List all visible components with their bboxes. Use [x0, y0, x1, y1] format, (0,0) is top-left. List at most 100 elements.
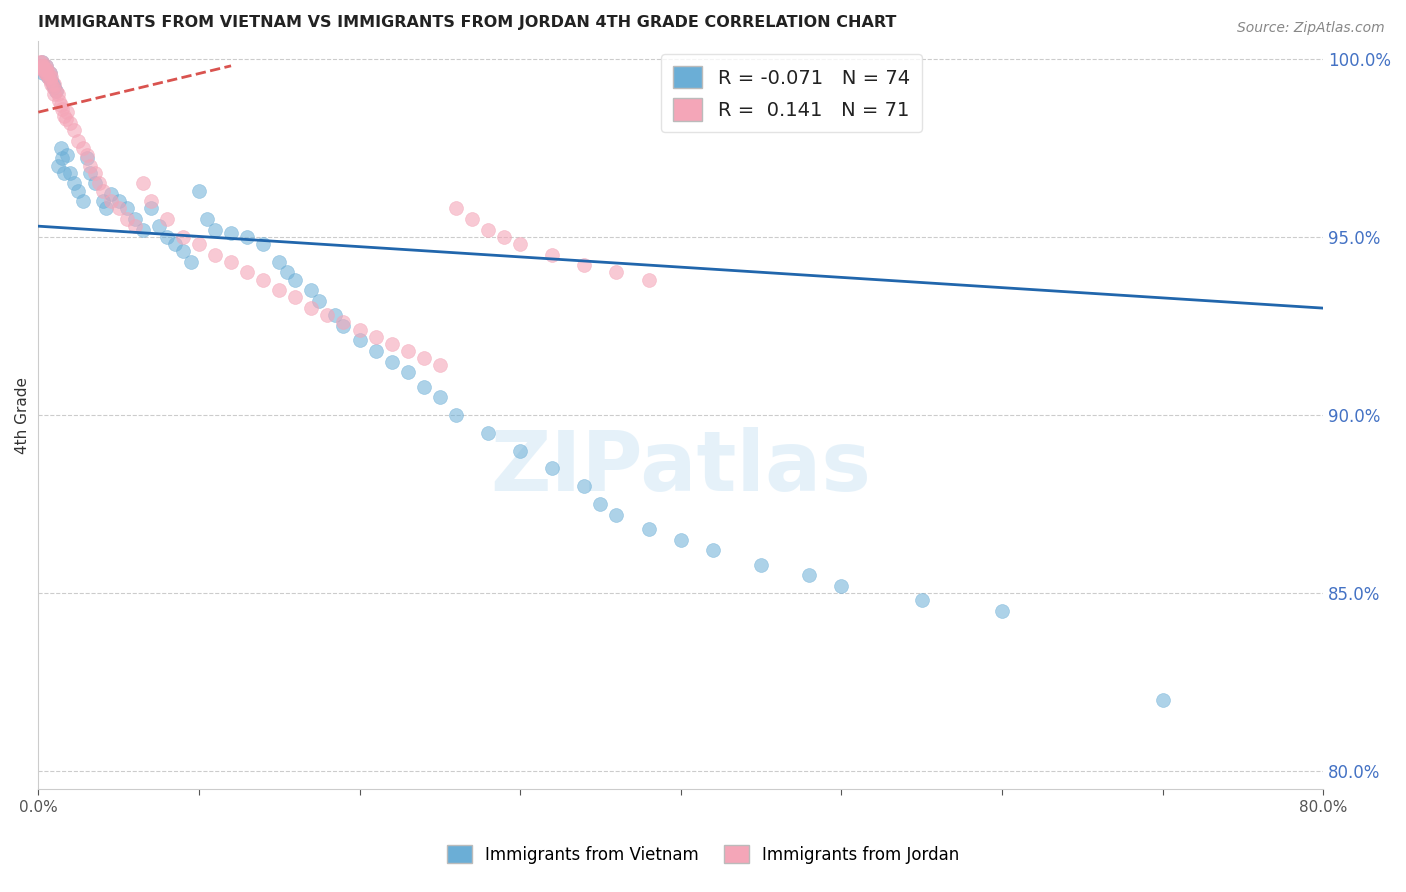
Point [42, 80, 65, 95]
Point [100, 187, 122, 202]
Point [34, 66, 56, 80]
Point [396, 365, 419, 379]
Point [32, 59, 55, 73]
Point [325, 308, 347, 322]
Point [107, 202, 129, 216]
Point [396, 343, 419, 358]
Point [51, 152, 73, 166]
Point [124, 212, 146, 227]
Point [991, 604, 1014, 618]
Point [180, 255, 202, 269]
Point [574, 258, 596, 272]
Point [62, 177, 84, 191]
Point [509, 237, 531, 252]
Point [316, 308, 339, 322]
Point [429, 358, 451, 372]
Point [284, 290, 307, 304]
Point [541, 248, 564, 262]
Point [276, 265, 298, 279]
Point [59, 116, 82, 130]
Text: Source: ZipAtlas.com: Source: ZipAtlas.com [1237, 21, 1385, 35]
Point [172, 244, 194, 259]
Point [76, 152, 98, 166]
Point [31, 55, 53, 70]
Point [44, 80, 66, 95]
Point [67, 184, 90, 198]
Point [284, 272, 307, 286]
Point [132, 177, 155, 191]
Point [605, 508, 627, 522]
Point [412, 351, 434, 365]
Point [49, 98, 72, 112]
Point [269, 255, 291, 269]
Point [252, 237, 274, 252]
Point [44, 77, 66, 91]
Point [39, 77, 62, 91]
Point [509, 443, 531, 458]
Point [53, 109, 76, 123]
Point [461, 212, 484, 227]
Point [477, 425, 499, 440]
Point [83, 177, 105, 191]
Point [412, 379, 434, 393]
Point [56, 105, 79, 120]
Point [219, 255, 242, 269]
Point [107, 194, 129, 209]
Point [42, 77, 65, 91]
Point [38, 66, 60, 80]
Point [381, 336, 404, 351]
Point [28, 55, 51, 70]
Point [139, 202, 162, 216]
Point [236, 230, 259, 244]
Point [72, 194, 94, 209]
Point [44, 87, 66, 102]
Point [204, 248, 226, 262]
Point [163, 237, 186, 252]
Point [49, 141, 72, 155]
Point [32, 59, 55, 73]
Point [702, 543, 724, 558]
Point [1152, 693, 1174, 707]
Point [299, 301, 322, 315]
Point [39, 70, 62, 84]
Point [35, 66, 58, 80]
Point [45, 84, 67, 98]
Y-axis label: 4th Grade: 4th Grade [15, 376, 30, 453]
Point [62, 123, 84, 137]
Point [541, 461, 564, 475]
Point [55, 112, 77, 127]
Point [59, 166, 82, 180]
Point [79, 166, 101, 180]
Point [35, 59, 58, 73]
Point [56, 148, 79, 162]
Point [637, 272, 659, 286]
Point [252, 272, 274, 286]
Point [299, 283, 322, 297]
Point [37, 66, 59, 80]
Point [589, 497, 612, 511]
Point [444, 408, 467, 422]
Text: IMMIGRANTS FROM VIETNAM VS IMMIGRANTS FROM JORDAN 4TH GRADE CORRELATION CHART: IMMIGRANTS FROM VIETNAM VS IMMIGRANTS FR… [38, 15, 897, 30]
Point [76, 148, 98, 162]
Point [31, 55, 53, 70]
Point [89, 177, 111, 191]
Point [45, 84, 67, 98]
Point [444, 202, 467, 216]
Point [269, 283, 291, 297]
Point [236, 265, 259, 279]
Point [605, 265, 627, 279]
Point [204, 223, 226, 237]
Point [148, 219, 170, 234]
Point [349, 322, 371, 336]
Point [195, 212, 218, 227]
Point [332, 315, 354, 329]
Point [35, 62, 58, 77]
Point [349, 333, 371, 347]
Point [83, 166, 105, 180]
Point [364, 343, 387, 358]
Point [31, 59, 53, 73]
Point [637, 522, 659, 536]
Point [31, 62, 53, 77]
Legend: R = -0.071   N = 74, R =  0.141   N = 71: R = -0.071 N = 74, R = 0.141 N = 71 [661, 54, 921, 132]
Point [91, 194, 114, 209]
